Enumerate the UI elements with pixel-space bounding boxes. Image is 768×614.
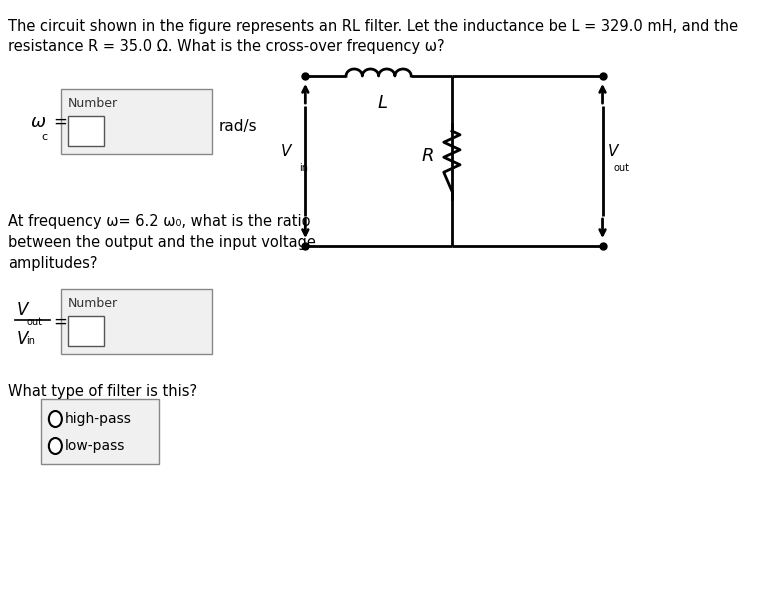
Text: c: c [41,131,48,141]
Text: out: out [26,316,42,327]
Bar [41,399,159,464]
Text: $V$: $V$ [607,143,620,159]
Text: L: L [378,94,388,112]
Bar [61,89,212,154]
Text: $\omega$: $\omega$ [30,112,46,131]
Text: R: R [422,147,434,165]
Text: out: out [614,163,630,173]
Bar [68,316,104,346]
Text: $V$: $V$ [280,143,293,159]
Text: $V$: $V$ [16,300,31,319]
Bar [68,116,104,146]
Text: =: = [53,313,67,330]
Text: The circuit shown in the figure represents an RL filter. Let the inductance be L: The circuit shown in the figure represen… [8,19,738,54]
Text: Number: Number [68,297,118,310]
Text: in: in [299,163,308,173]
Text: Number: Number [68,97,118,110]
Text: in: in [26,335,35,346]
Text: high-pass: high-pass [65,412,132,426]
Text: What type of filter is this?: What type of filter is this? [8,384,197,399]
Text: rad/s: rad/s [218,119,257,134]
Text: $V$: $V$ [16,330,31,348]
Bar [61,289,212,354]
Text: low-pass: low-pass [65,439,125,453]
Text: =: = [53,112,67,131]
Circle shape [49,438,62,454]
Circle shape [49,411,62,427]
Text: At frequency ω= 6.2 ω₀, what is the ratio
between the output and the input volta: At frequency ω= 6.2 ω₀, what is the rati… [8,214,316,271]
